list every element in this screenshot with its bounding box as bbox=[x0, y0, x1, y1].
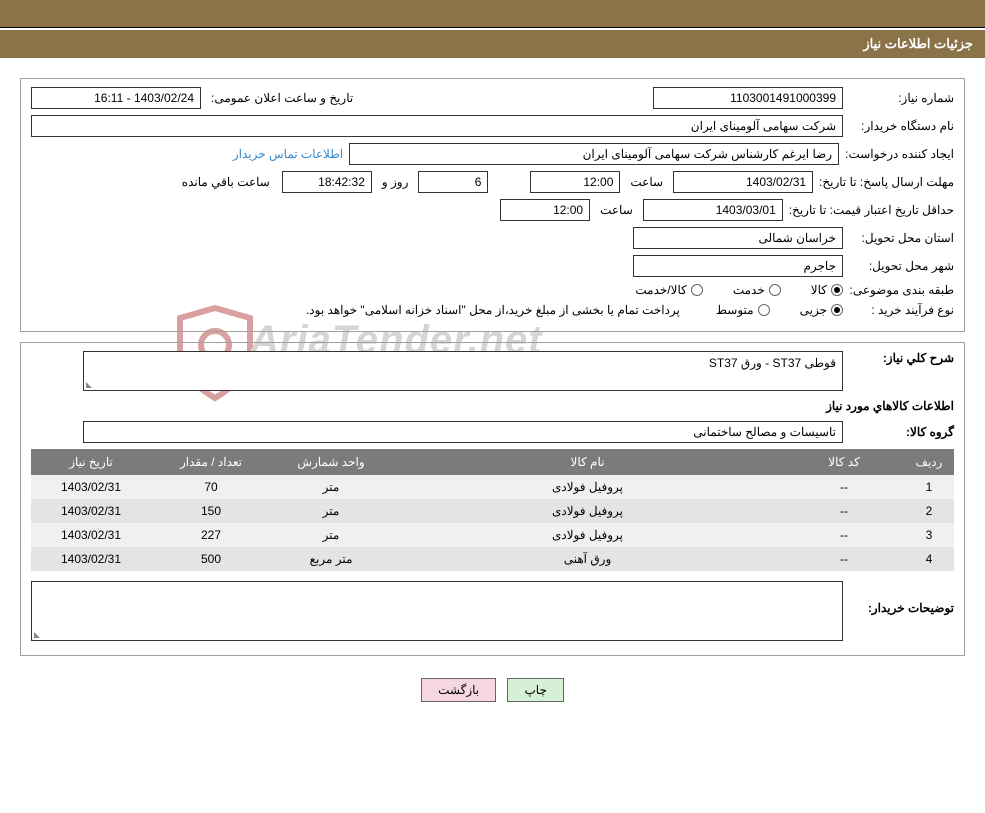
deadline-label: مهلت ارسال پاسخ: تا تاریخ: bbox=[819, 175, 954, 189]
table-cell: 500 bbox=[151, 547, 271, 571]
table-header: تعداد / مقدار bbox=[151, 449, 271, 475]
table-cell: 4 bbox=[904, 547, 954, 571]
table-cell: 1403/02/31 bbox=[31, 523, 151, 547]
table-cell: متر bbox=[271, 499, 391, 523]
resize-handle-icon[interactable] bbox=[86, 378, 96, 388]
table-cell: 1 bbox=[904, 475, 954, 499]
cat-both-label: کالا/خدمت bbox=[635, 283, 686, 297]
purchase-radio-group: جزیی متوسط bbox=[716, 303, 843, 317]
top-bar bbox=[0, 0, 985, 28]
requester-field: رضا ایرغم کارشناس شرکت سهامی آلومینای ای… bbox=[349, 143, 839, 165]
deadline-time-field: 12:00 bbox=[530, 171, 620, 193]
cat-service-label: خدمت bbox=[733, 283, 765, 297]
time-label-1: ساعت bbox=[626, 175, 667, 189]
table-header: کد کالا bbox=[784, 449, 904, 475]
table-row: 3--پروفیل فولادیمتر2271403/02/31 bbox=[31, 523, 954, 547]
validity-time-field: 12:00 bbox=[500, 199, 590, 221]
validity-date-field: 1403/03/01 bbox=[643, 199, 783, 221]
city-field: جاجرم bbox=[633, 255, 843, 277]
table-cell: پروفیل فولادی bbox=[391, 523, 784, 547]
validity-label: حداقل تاریخ اعتبار قیمت: تا تاریخ: bbox=[789, 203, 954, 217]
table-cell: 70 bbox=[151, 475, 271, 499]
items-table: ردیفکد کالانام کالاواحد شمارشتعداد / مقد… bbox=[31, 449, 954, 571]
page-title: جزئیات اطلاعات نیاز bbox=[863, 36, 973, 51]
print-button[interactable]: چاپ bbox=[507, 678, 563, 702]
province-label: استان محل تحویل: bbox=[849, 231, 954, 245]
button-row: چاپ بازگشت bbox=[20, 666, 965, 714]
days-and-label: روز و bbox=[378, 175, 413, 189]
group-label: گروه کالا: bbox=[849, 425, 954, 439]
city-label: شهر محل تحویل: bbox=[849, 259, 954, 273]
table-cell: پروفیل فولادی bbox=[391, 499, 784, 523]
table-row: 1--پروفیل فولادیمتر701403/02/31 bbox=[31, 475, 954, 499]
table-cell: -- bbox=[784, 523, 904, 547]
need-number-label: شماره نیاز: bbox=[849, 91, 954, 105]
table-header: ردیف bbox=[904, 449, 954, 475]
overall-desc-label: شرح كلي نياز: bbox=[849, 351, 954, 365]
table-cell: متر bbox=[271, 523, 391, 547]
table-cell: 1403/02/31 bbox=[31, 547, 151, 571]
table-header: واحد شمارش bbox=[271, 449, 391, 475]
table-cell: 1403/02/31 bbox=[31, 475, 151, 499]
time-label-2: ساعت bbox=[596, 203, 637, 217]
table-cell: 2 bbox=[904, 499, 954, 523]
radio-goods[interactable] bbox=[831, 284, 843, 296]
table-cell: 227 bbox=[151, 523, 271, 547]
buyer-notes-field[interactable] bbox=[31, 581, 843, 641]
group-field: تاسیسات و مصالح ساختمانی bbox=[83, 421, 843, 443]
overall-desc-field[interactable]: قوطی ST37 - ورق ST37 bbox=[83, 351, 843, 391]
purchase-minor-label: جزیی bbox=[800, 303, 827, 317]
radio-service[interactable] bbox=[769, 284, 781, 296]
category-radio-group: کالا خدمت کالا/خدمت bbox=[635, 283, 843, 297]
resize-handle-icon[interactable] bbox=[34, 628, 44, 638]
category-label: طبقه بندی موضوعی: bbox=[849, 283, 954, 297]
table-header: نام کالا bbox=[391, 449, 784, 475]
items-header: اطلاعات كالاهاي مورد نياز bbox=[31, 399, 954, 413]
announce-label: تاریخ و ساعت اعلان عمومی: bbox=[207, 91, 357, 105]
buyer-device-field: شرکت سهامی آلومینای ایران bbox=[31, 115, 843, 137]
radio-medium[interactable] bbox=[758, 304, 770, 316]
radio-minor[interactable] bbox=[831, 304, 843, 316]
remaining-time-field: 18:42:32 bbox=[282, 171, 372, 193]
table-cell: -- bbox=[784, 547, 904, 571]
buyer-notes-label: توضیحات خریدار: bbox=[849, 581, 954, 615]
radio-both[interactable] bbox=[691, 284, 703, 296]
table-header: تاریخ نیاز bbox=[31, 449, 151, 475]
table-cell: متر bbox=[271, 475, 391, 499]
table-cell: 3 bbox=[904, 523, 954, 547]
table-cell: -- bbox=[784, 475, 904, 499]
table-cell: ورق آهنی bbox=[391, 547, 784, 571]
purchase-medium-label: متوسط bbox=[716, 303, 754, 317]
table-cell: 150 bbox=[151, 499, 271, 523]
days-field: 6 bbox=[418, 171, 488, 193]
page-title-bar: جزئیات اطلاعات نیاز bbox=[0, 30, 985, 58]
deadline-date-field: 1403/02/31 bbox=[673, 171, 813, 193]
province-field: خراسان شمالی bbox=[633, 227, 843, 249]
purchase-note: پرداخت تمام یا بخشی از مبلغ خرید،از محل … bbox=[306, 303, 710, 317]
requester-label: ایجاد کننده درخواست: bbox=[845, 147, 954, 161]
buyer-device-label: نام دستگاه خریدار: bbox=[849, 119, 954, 133]
table-row: 2--پروفیل فولادیمتر1501403/02/31 bbox=[31, 499, 954, 523]
announce-field: 1403/02/24 - 16:11 bbox=[31, 87, 201, 109]
info-box: شماره نیاز: 1103001491000399 تاریخ و ساع… bbox=[20, 78, 965, 332]
table-cell: پروفیل فولادی bbox=[391, 475, 784, 499]
back-button[interactable]: بازگشت bbox=[421, 678, 496, 702]
remaining-label: ساعت باقي مانده bbox=[182, 175, 276, 189]
need-number-field: 1103001491000399 bbox=[653, 87, 843, 109]
table-cell: متر مربع bbox=[271, 547, 391, 571]
table-row: 4--ورق آهنیمتر مربع5001403/02/31 bbox=[31, 547, 954, 571]
purchase-type-label: نوع فرآیند خرید : bbox=[849, 303, 954, 317]
cat-goods-label: کالا bbox=[811, 283, 827, 297]
contact-link[interactable]: اطلاعات تماس خریدار bbox=[233, 147, 343, 161]
table-cell: -- bbox=[784, 499, 904, 523]
table-cell: 1403/02/31 bbox=[31, 499, 151, 523]
details-box: شرح كلي نياز: قوطی ST37 - ورق ST37 اطلاع… bbox=[20, 342, 965, 656]
overall-desc-text: قوطی ST37 - ورق ST37 bbox=[709, 356, 836, 370]
